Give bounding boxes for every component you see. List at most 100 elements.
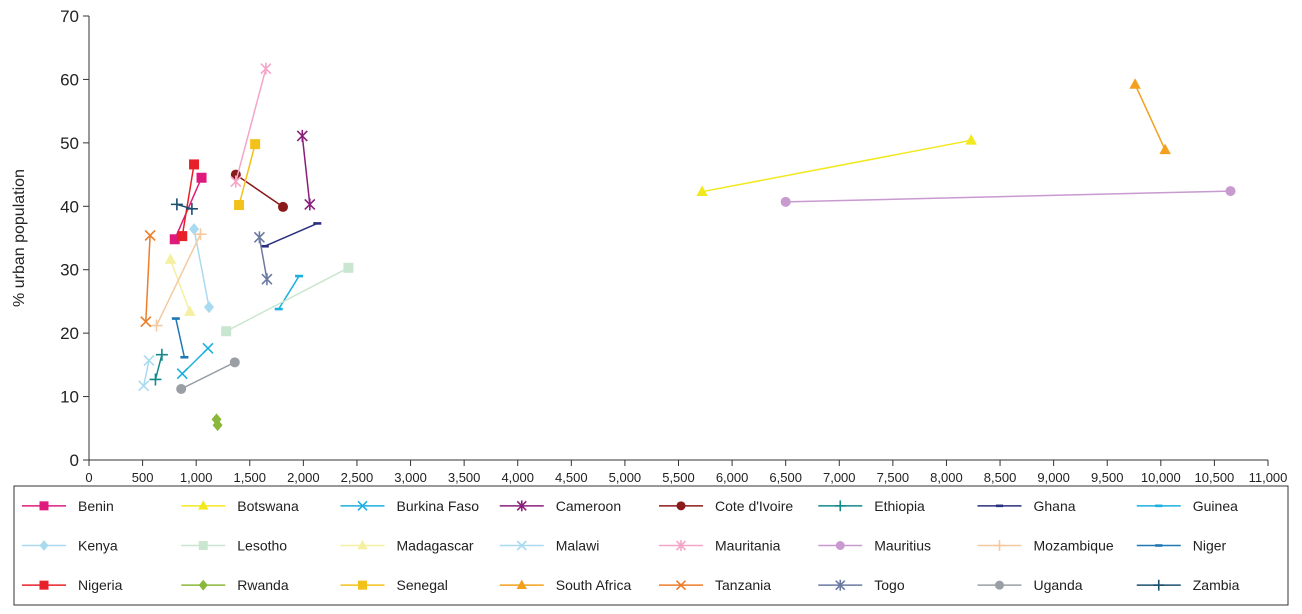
data-point	[1155, 504, 1163, 508]
data-point	[994, 540, 1005, 551]
series-ethiopia	[149, 348, 168, 386]
series-uganda	[176, 357, 240, 394]
legend-entry-niger: Niger	[1136, 538, 1227, 554]
data-point	[176, 368, 188, 380]
data-point	[295, 274, 304, 278]
data-point	[357, 539, 368, 550]
legend-entry-kenya: Kenya	[22, 538, 118, 554]
data-point	[965, 134, 977, 145]
x-tick-label: 7,000	[823, 470, 856, 485]
legend-entry-madagascar: Madagascar	[340, 538, 474, 554]
legend-label: Malawi	[556, 538, 600, 554]
legend-entry-nigeria: Nigeria	[22, 577, 123, 593]
series-lesotho	[221, 262, 354, 337]
legend-entry-cameroon: Cameroon	[499, 498, 621, 514]
data-point	[1153, 579, 1165, 591]
series-line	[301, 135, 311, 205]
x-tick-label: 4,500	[555, 470, 588, 485]
series-line	[180, 361, 236, 390]
data-point	[274, 307, 283, 311]
legend-label: Nigeria	[78, 577, 123, 593]
legend-entry-senegal: Senegal	[340, 577, 448, 593]
data-point	[189, 159, 200, 170]
data-point	[170, 198, 183, 211]
legend-entry-rwanda: Rwanda	[181, 577, 289, 593]
data-point	[198, 500, 209, 510]
legend-label: Rwanda	[237, 577, 289, 593]
series-burkina-faso	[176, 342, 214, 380]
data-point	[39, 540, 49, 551]
series-line	[193, 228, 210, 308]
data-point	[1155, 544, 1163, 547]
data-point	[39, 580, 49, 590]
series-kenya	[189, 223, 215, 314]
series-line	[225, 267, 349, 332]
x-tick-label: 6,000	[716, 470, 749, 485]
data-point	[234, 200, 245, 211]
series-line	[142, 360, 150, 386]
data-point	[835, 541, 845, 550]
data-point	[516, 540, 527, 551]
y-tick-label: 30	[60, 261, 79, 280]
series-mauritania	[230, 62, 272, 188]
axes: 0 10 20 30 40 50 60 70 0 500 1,000 1,500 2,000 2,500 3…	[60, 7, 1287, 485]
data-point	[1225, 186, 1236, 197]
series-line	[238, 143, 256, 206]
legend-entry-benin: Benin	[22, 498, 114, 514]
data-point	[180, 355, 189, 359]
x-tick-label: 9,500	[1091, 470, 1124, 485]
x-tick-label: 10,000	[1141, 470, 1181, 485]
legend-label: Mozambique	[1034, 538, 1114, 554]
legend-box	[13, 485, 1289, 606]
data-point	[260, 244, 269, 248]
legend-label: Mauritius	[874, 538, 931, 554]
legend-entry-zambia: Zambia	[1136, 577, 1240, 593]
legend-label: Uganda	[1034, 577, 1083, 593]
series-line	[169, 259, 191, 312]
data-point	[358, 580, 367, 590]
series-ghana	[260, 222, 322, 248]
series-malawi	[138, 354, 155, 392]
data-point	[253, 231, 265, 244]
data-point	[177, 231, 188, 242]
legend-label: Togo	[874, 577, 905, 593]
data-point	[204, 301, 215, 314]
legend-entry-mozambique: Mozambique	[977, 538, 1114, 554]
legend-entry-mauritius: Mauritius	[818, 538, 931, 554]
series-botswana	[696, 134, 977, 196]
data-point	[676, 501, 686, 511]
plot-area	[138, 62, 1236, 432]
legend-label: Mauritania	[715, 538, 781, 554]
series-line	[181, 164, 195, 237]
data-point	[212, 419, 223, 432]
x-tick-label: 8,500	[984, 470, 1017, 485]
series-zambia	[170, 198, 198, 215]
data-point	[277, 201, 288, 212]
legend-entry-cote-d-ivoire: Cote d'Ivoire	[659, 498, 793, 514]
legend-label: Lesotho	[237, 538, 287, 554]
data-point	[834, 500, 846, 512]
series-niger	[171, 317, 189, 359]
legend-label: Botswana	[237, 498, 299, 514]
y-tick-label: 40	[60, 197, 79, 216]
data-point	[250, 139, 261, 150]
legend-entry-south-africa: South Africa	[499, 577, 632, 593]
x-tick-label: 4,000	[501, 470, 534, 485]
data-point	[164, 253, 177, 264]
data-point	[185, 202, 198, 215]
x-tick-label: 500	[132, 470, 154, 485]
legend-label: South Africa	[556, 577, 632, 593]
series-line	[1134, 84, 1166, 151]
legend-label: Zambia	[1193, 577, 1240, 593]
series-mauritius	[780, 186, 1236, 207]
legend-entry-botswana: Botswana	[181, 498, 299, 514]
data-point	[261, 273, 273, 286]
data-point	[516, 500, 527, 512]
data-point	[150, 319, 163, 332]
data-point	[155, 348, 168, 361]
legend-label: Niger	[1193, 538, 1227, 554]
legend-label: Cote d'Ivoire	[715, 498, 793, 514]
x-tick-label: 3,500	[448, 470, 481, 485]
data-point	[780, 196, 791, 207]
